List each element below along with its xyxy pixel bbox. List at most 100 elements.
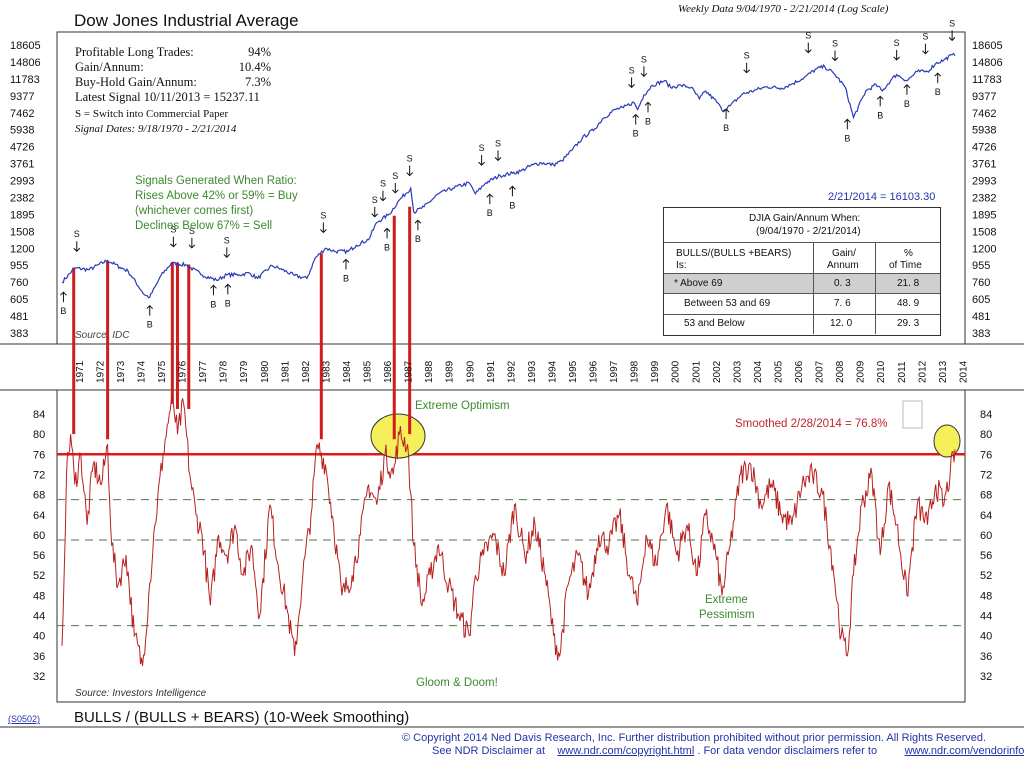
bottom-y-tick-right: 48 [980, 590, 992, 602]
sell-arrowhead [188, 244, 196, 249]
signal-dates: Signal Dates: 9/18/1970 - 2/21/2014 [75, 123, 237, 135]
signals-line-3: (whichever comes first) [135, 205, 254, 217]
buy-marker-label: B [877, 110, 883, 120]
bottom-y-tick-right: 56 [980, 550, 992, 562]
sell-arrowhead [371, 213, 379, 218]
buy-marker-label: B [60, 306, 66, 316]
sell-marker-label: S [744, 51, 750, 61]
buy-arrowhead [486, 193, 494, 198]
bottom-y-tick-left: 64 [33, 510, 45, 522]
sentiment-series-line [61, 396, 956, 666]
top-y-tick-right: 18605 [972, 40, 1003, 52]
sell-arrowhead [170, 243, 177, 248]
chart-title: Dow Jones Industrial Average [74, 11, 299, 30]
top-y-axis-right: 383 481 605 760 955 1200 1508 1895 2382 2993 3761 4… [972, 40, 1003, 340]
sell-arrowhead [320, 229, 327, 234]
buy-marker-label: B [147, 320, 153, 330]
sell-marker-label: S [372, 195, 378, 205]
top-y-tick-right: 2382 [972, 192, 996, 204]
bottom-y-tick-right: 80 [980, 429, 992, 441]
sell-arrowhead [893, 56, 900, 61]
disclaimer-text-a: See NDR Disclaimer at [432, 745, 546, 757]
top-y-tick-left: 1895 [10, 209, 34, 221]
x-tick-1990: 1990 [465, 360, 476, 383]
x-tick-2013: 2013 [938, 360, 949, 383]
bottom-y-tick-right: 72 [980, 469, 992, 481]
sell-arrowhead [804, 49, 812, 54]
bottom-y-tick-left: 84 [33, 409, 45, 421]
top-y-tick-left: 2382 [10, 192, 34, 204]
buy-marker-label: B [904, 99, 910, 109]
top-y-tick-left: 955 [10, 260, 28, 272]
x-tick-1984: 1984 [342, 360, 353, 383]
bottom-y-tick-right: 52 [980, 570, 992, 582]
x-tick-1974: 1974 [136, 360, 147, 383]
x-tick-1992: 1992 [506, 360, 517, 383]
top-y-tick-right: 11783 [972, 74, 1002, 86]
top-y-tick-right: 1895 [972, 209, 996, 221]
switch-note: S = Switch into Commercial Paper [75, 108, 229, 120]
bottom-y-tick-right: 60 [980, 530, 992, 542]
buy-marker-label: B [225, 298, 231, 308]
sell-marker-label: S [922, 32, 928, 42]
signals-line-4: Declines Below 67% = Sell [135, 220, 273, 232]
buyhold-value: 7.3% [244, 75, 271, 89]
bottom-y-axis-right: 32 36 40 44 48 52 56 60 64 68 72 76 80 84 [980, 409, 992, 683]
bottom-y-tick-left: 40 [33, 631, 45, 643]
top-y-tick-right: 383 [972, 328, 990, 340]
x-tick-1971: 1971 [75, 360, 86, 383]
col-header-2b: Annum [827, 260, 859, 271]
sell-arrowhead [73, 247, 81, 252]
sell-arrowhead [478, 161, 485, 166]
table-period: (9/04/1970 - 2/21/2014) [756, 226, 861, 237]
vendorinfo-link[interactable]: www.ndr.com/vendorinfo/ [904, 745, 1024, 757]
top-y-tick-left: 5938 [10, 125, 34, 137]
top-y-tick-left: 14806 [10, 57, 41, 69]
sell-marker-label: S [629, 65, 635, 75]
bottom-y-tick-right: 68 [980, 490, 992, 502]
buy-marker-label: B [210, 299, 216, 309]
buy-arrowhead [722, 108, 730, 113]
sell-marker-label: S [224, 235, 230, 245]
buy-arrowhead [644, 101, 652, 106]
gloom-label: Gloom & Doom! [416, 677, 498, 689]
top-y-tick-left: 18605 [10, 40, 41, 52]
chart-subtitle: Weekly Data 9/04/1970 - 2/21/2014 (Log S… [678, 3, 889, 15]
bottom-y-tick-right: 64 [980, 510, 992, 522]
top-y-tick-right: 7462 [972, 108, 996, 120]
col-header-1: BULLS/(BULLS +BEARS) [676, 248, 792, 259]
sell-marker-label: S [832, 38, 838, 48]
top-y-tick-left: 4726 [10, 142, 34, 154]
top-y-tick-right: 5938 [972, 125, 996, 137]
signals-note: Signals Generated When Ratio: Rises Abov… [135, 174, 298, 234]
buy-marker-label: B [723, 123, 729, 133]
x-tick-2001: 2001 [691, 360, 702, 383]
x-tick-1981: 1981 [280, 360, 291, 383]
latest-signal: Latest Signal 10/11/2013 = 15237.11 [75, 90, 260, 104]
latest-value: 2/21/2014 = 16103.30 [828, 191, 936, 203]
table-row-3-gain: 12. 0 [830, 318, 853, 329]
x-tick-1976: 1976 [178, 360, 189, 383]
x-tick-1991: 1991 [486, 360, 497, 383]
x-tick-1999: 1999 [650, 360, 661, 383]
bottom-y-tick-right: 32 [980, 671, 992, 683]
x-axis-years: 1971 1972 1973 1974 1975 1976 1977 1978 1979 1980… [75, 360, 970, 383]
x-tick-2009: 2009 [856, 360, 867, 383]
top-y-tick-right: 9377 [972, 91, 996, 103]
bottom-y-tick-right: 84 [980, 409, 992, 421]
top-y-axis-left: 383 481 605 760 955 1200 1508 1895 2382 2993 3761 4… [10, 40, 41, 340]
top-y-tick-right: 760 [972, 277, 990, 289]
bottom-y-tick-left: 80 [33, 429, 45, 441]
bottom-y-tick-left: 52 [33, 570, 45, 582]
signals-line-1: Signals Generated When Ratio: [135, 175, 297, 187]
table-row-highlight [664, 274, 940, 293]
copyright-link[interactable]: www.ndr.com/copyright.html [557, 745, 695, 757]
sell-arrowhead [922, 50, 929, 55]
buy-arrowhead [342, 258, 350, 263]
top-y-tick-left: 2993 [10, 176, 34, 188]
x-tick-1979: 1979 [239, 360, 250, 383]
x-tick-2011: 2011 [897, 361, 908, 383]
x-tick-1982: 1982 [301, 360, 312, 383]
x-tick-2005: 2005 [773, 360, 784, 383]
